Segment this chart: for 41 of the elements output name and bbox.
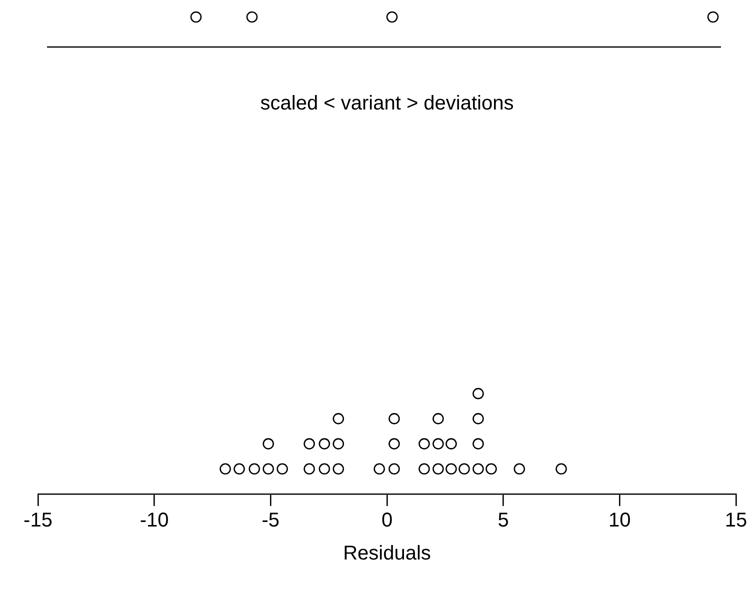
point [332,463,344,475]
point [432,438,444,450]
point [374,463,385,475]
point [304,463,315,475]
point [388,463,400,475]
point [332,438,344,450]
x-tick-label: 5 [498,510,509,532]
point [446,438,457,450]
point [458,463,470,475]
point [262,463,274,475]
point [318,463,330,475]
point [388,438,400,450]
point [432,413,444,424]
point [472,388,484,400]
point [276,463,288,475]
point [556,463,567,475]
point [220,463,231,475]
x-tick-label: 15 [724,510,748,532]
point [332,413,344,424]
x-tick-label: 0 [381,510,393,532]
point [388,413,400,424]
point [514,463,526,475]
point [432,463,444,475]
point [486,463,497,475]
point [318,438,330,450]
x-tick-label: -10 [140,510,169,532]
x-axis-title: Residuals [343,542,431,565]
point [262,438,274,450]
chart-title: scaled < variant > deviations [260,92,514,115]
x-tick-label: -15 [24,510,52,532]
point [418,463,430,475]
point [472,463,484,475]
point [234,463,245,475]
point [472,413,484,424]
point [418,438,430,450]
point [248,463,260,475]
point [446,463,457,475]
x-tick-label: -5 [262,510,280,532]
x-tick-label: 10 [608,510,631,532]
point [304,438,315,450]
point [472,438,484,450]
